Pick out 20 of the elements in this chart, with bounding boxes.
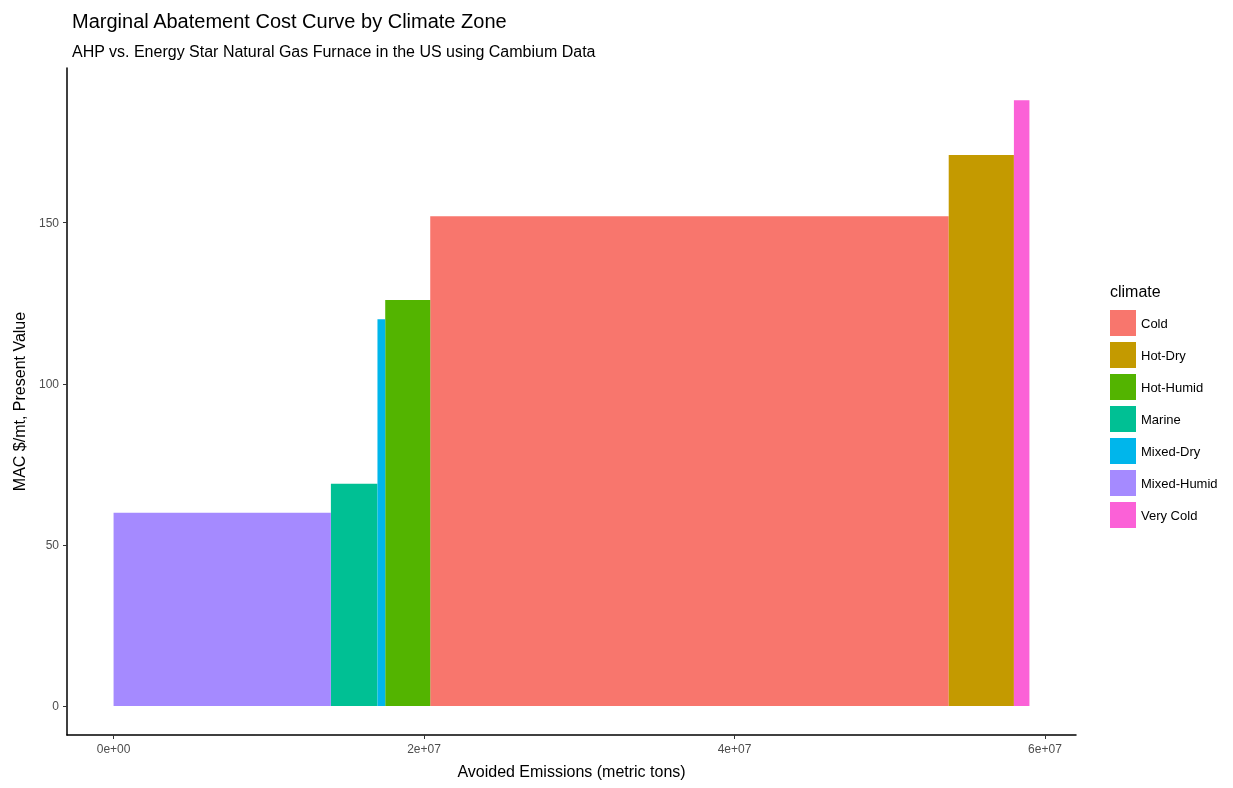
- x-tick-label: 2e+07: [407, 742, 442, 756]
- x-tick-label: 4e+07: [717, 742, 752, 756]
- x-tick-label: 0e+00: [96, 742, 131, 756]
- y-tick-label: 0: [52, 699, 60, 713]
- legend-label: Mixed-Dry: [1141, 443, 1201, 459]
- chart-subtitle: AHP vs. Energy Star Natural Gas Furnace in the US using Cambium Data: [72, 42, 596, 60]
- x-tick-label: 6e+07: [1028, 742, 1063, 756]
- legend-label: Cold: [1141, 315, 1168, 331]
- legend-label: Hot-Dry: [1141, 347, 1187, 363]
- x-axis-title: Avoided Emissions (metric tons): [457, 762, 686, 780]
- legend-label: Very Cold: [1141, 507, 1198, 523]
- legend-label: Mixed-Humid: [1141, 475, 1218, 491]
- y-axis-title: MAC $/mt, Present Value: [10, 311, 28, 492]
- y-tick-label: 50: [45, 537, 60, 552]
- y-tick-label: 150: [38, 215, 60, 230]
- legend-title: climate: [1110, 282, 1161, 300]
- legend-label: Hot-Humid: [1141, 379, 1204, 395]
- chart-title: Marginal Abatement Cost Curve by Climate Zone: [72, 10, 507, 32]
- y-tick-label: 100: [38, 376, 60, 391]
- legend-label: Marine: [1141, 411, 1181, 427]
